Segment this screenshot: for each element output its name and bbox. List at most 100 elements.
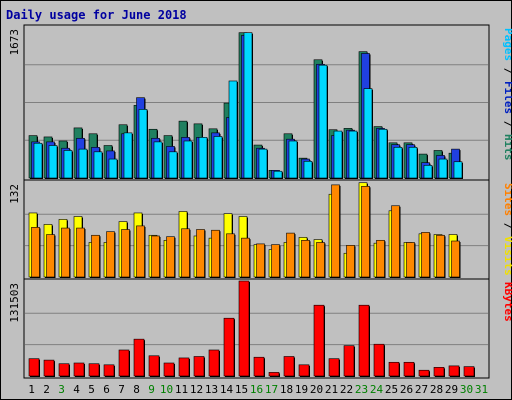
bar-pages-day-11 bbox=[183, 140, 193, 179]
bar-sites-day-19 bbox=[301, 239, 310, 278]
bar-sites-day-11 bbox=[181, 228, 190, 278]
bar-pages-day-14 bbox=[228, 80, 238, 179]
bar-sites-day-21 bbox=[331, 184, 340, 278]
legend-part-0: Pages bbox=[502, 28, 512, 61]
bar-kbytes-day-27 bbox=[418, 369, 430, 377]
bar-sites-day-12 bbox=[196, 229, 205, 278]
legend-label: KBytes bbox=[502, 282, 512, 322]
x-tick-label: 1 bbox=[28, 383, 35, 396]
x-tick-label: 19 bbox=[295, 383, 308, 396]
bar-pages-day-22 bbox=[348, 130, 358, 179]
panel-pages-files-hits: 1673 Pages / Files / Hits bbox=[8, 24, 512, 181]
bar-kbytes-day-20 bbox=[313, 304, 325, 377]
x-tick-label: 29 bbox=[445, 383, 458, 396]
legend-part-3: / bbox=[502, 114, 512, 134]
x-tick-label: 8 bbox=[133, 383, 140, 396]
bar-pages-day-10 bbox=[168, 151, 178, 179]
bar-sites-day-16 bbox=[256, 243, 265, 278]
bar-sites-day-29 bbox=[451, 240, 460, 278]
bar-kbytes-day-5 bbox=[88, 363, 100, 377]
bar-sites-day-22 bbox=[346, 245, 355, 278]
x-tick-label: 7 bbox=[118, 383, 125, 396]
bar-kbytes-day-21 bbox=[328, 358, 340, 377]
bar-pages-day-26 bbox=[408, 147, 418, 179]
legend-part-0: KBytes bbox=[502, 282, 512, 322]
legend-label: Sites / Visits bbox=[502, 183, 512, 276]
bar-kbytes-day-18 bbox=[283, 356, 295, 377]
x-tick-label: 31 bbox=[475, 383, 488, 396]
bar-kbytes-day-30 bbox=[463, 366, 475, 377]
x-tick-label: 23 bbox=[355, 383, 368, 396]
x-tick-label: 9 bbox=[148, 383, 155, 396]
bar-sites-day-23 bbox=[361, 186, 370, 278]
bar-kbytes-day-15 bbox=[238, 280, 250, 377]
bar-pages-day-29 bbox=[453, 161, 463, 179]
x-tick-label: 13 bbox=[205, 383, 218, 396]
bar-pages-day-28 bbox=[438, 158, 448, 179]
bar-sites-day-7 bbox=[121, 229, 130, 278]
y-max-label: 131503 bbox=[8, 283, 21, 323]
bar-pages-day-25 bbox=[393, 147, 403, 179]
x-tick-label: 21 bbox=[325, 383, 338, 396]
x-tick-label: 4 bbox=[73, 383, 80, 396]
bar-pages-day-15 bbox=[243, 32, 253, 179]
y-max-label: 132 bbox=[8, 184, 21, 204]
panel-visits-sites: 132 Sites / Visits bbox=[8, 179, 512, 280]
bar-kbytes-day-2 bbox=[43, 359, 55, 377]
bar-pages-day-27 bbox=[423, 165, 433, 179]
bar-sites-day-13 bbox=[211, 229, 220, 278]
bar-kbytes-day-16 bbox=[253, 356, 265, 377]
bar-pages-day-7 bbox=[123, 132, 133, 179]
legend-label: Pages / Files / Hits bbox=[502, 28, 512, 161]
bar-pages-day-19 bbox=[303, 161, 313, 179]
bar-sites-day-4 bbox=[76, 227, 85, 278]
x-tick-label: 3 bbox=[58, 383, 65, 396]
x-tick-label: 26 bbox=[400, 383, 413, 396]
bar-sites-day-20 bbox=[316, 242, 325, 278]
x-tick-label: 6 bbox=[103, 383, 110, 396]
bar-pages-day-13 bbox=[213, 136, 223, 179]
x-tick-label: 14 bbox=[220, 383, 234, 396]
bar-kbytes-day-19 bbox=[298, 364, 310, 377]
bar-kbytes-day-24 bbox=[373, 343, 385, 377]
bar-sites-day-9 bbox=[151, 235, 160, 278]
bar-kbytes-day-3 bbox=[58, 363, 70, 377]
bar-kbytes-day-26 bbox=[403, 361, 415, 377]
bar-pages-day-12 bbox=[198, 137, 208, 179]
x-tick-label: 17 bbox=[265, 383, 278, 396]
bar-kbytes-day-12 bbox=[193, 356, 205, 377]
bar-sites-day-8 bbox=[136, 225, 145, 278]
bar-kbytes-day-29 bbox=[448, 365, 460, 377]
bar-pages-day-16 bbox=[258, 148, 268, 179]
x-tick-label: 27 bbox=[415, 383, 428, 396]
x-tick-label: 24 bbox=[370, 383, 384, 396]
bar-sites-day-14 bbox=[226, 233, 235, 278]
bar-sites-day-5 bbox=[91, 234, 100, 278]
bar-pages-day-2 bbox=[48, 145, 58, 179]
bar-pages-day-1 bbox=[33, 142, 43, 179]
bar-kbytes-day-17 bbox=[268, 372, 280, 377]
bar-sites-day-26 bbox=[406, 242, 415, 278]
x-tick-label: 28 bbox=[430, 383, 443, 396]
legend-part-4: Hits bbox=[502, 134, 512, 161]
bar-pages-day-17 bbox=[273, 170, 283, 179]
x-tick-label: 2 bbox=[43, 383, 50, 396]
bar-kbytes-day-1 bbox=[28, 358, 40, 377]
bar-kbytes-day-22 bbox=[343, 345, 355, 377]
legend-part-1: / bbox=[502, 61, 512, 81]
x-tick-label: 15 bbox=[235, 383, 248, 396]
bar-sites-day-28 bbox=[436, 234, 445, 278]
x-tick-label: 5 bbox=[88, 383, 95, 396]
bar-kbytes-day-23 bbox=[358, 304, 370, 377]
panel-kbytes: 131503 KBytes bbox=[8, 278, 512, 379]
bar-sites-day-10 bbox=[166, 236, 175, 278]
legend-part-0: Sites bbox=[502, 183, 512, 216]
bar-sites-day-15 bbox=[241, 237, 250, 278]
bar-kbytes-day-25 bbox=[388, 361, 400, 377]
legend-part-2: Visits bbox=[502, 236, 512, 276]
bar-pages-day-3 bbox=[63, 150, 73, 179]
bar-pages-day-20 bbox=[318, 64, 328, 179]
bar-sites-day-1 bbox=[31, 227, 40, 278]
bar-pages-day-18 bbox=[288, 140, 298, 179]
x-tick-label: 16 bbox=[250, 383, 263, 396]
